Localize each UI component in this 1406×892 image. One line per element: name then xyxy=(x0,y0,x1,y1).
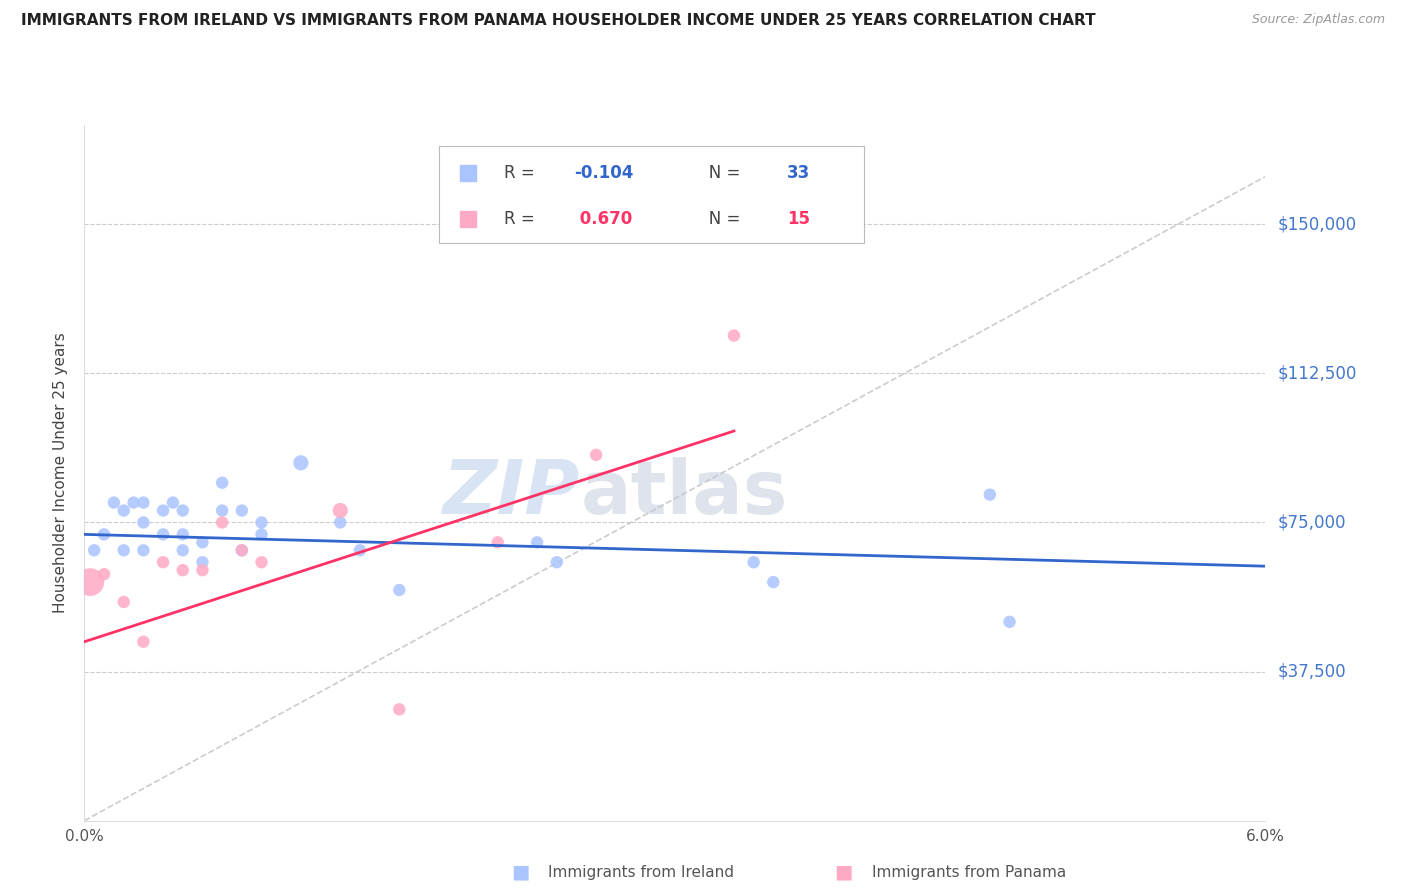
Point xyxy=(211,475,233,490)
Text: $37,500: $37,500 xyxy=(1277,663,1346,681)
Point xyxy=(526,535,548,549)
Point xyxy=(172,543,194,558)
Text: atlas: atlas xyxy=(581,457,787,530)
Text: ■: ■ xyxy=(834,863,853,882)
Point xyxy=(388,702,411,716)
Text: 0.670: 0.670 xyxy=(575,210,633,227)
Point xyxy=(231,543,253,558)
Point xyxy=(162,495,184,509)
Point xyxy=(132,634,155,648)
Point xyxy=(388,582,411,597)
Text: R =: R = xyxy=(503,164,540,182)
Text: 33: 33 xyxy=(787,164,810,182)
Text: Immigrants from Panama: Immigrants from Panama xyxy=(872,865,1066,880)
Text: ZIP: ZIP xyxy=(443,457,581,530)
Point xyxy=(132,543,155,558)
Point xyxy=(290,456,312,470)
Point xyxy=(172,527,194,541)
Text: N =: N = xyxy=(693,210,745,227)
Text: IMMIGRANTS FROM IRELAND VS IMMIGRANTS FROM PANAMA HOUSEHOLDER INCOME UNDER 25 YE: IMMIGRANTS FROM IRELAND VS IMMIGRANTS FR… xyxy=(21,13,1095,29)
Point xyxy=(998,615,1021,629)
Y-axis label: Householder Income Under 25 years: Householder Income Under 25 years xyxy=(53,333,69,613)
Point xyxy=(211,516,233,530)
Point xyxy=(152,503,174,517)
Point xyxy=(93,567,115,582)
Point xyxy=(172,563,194,577)
Point xyxy=(172,503,194,517)
Point xyxy=(349,543,371,558)
Point xyxy=(762,575,785,590)
Text: N =: N = xyxy=(693,164,745,182)
Text: Source: ZipAtlas.com: Source: ZipAtlas.com xyxy=(1251,13,1385,27)
Text: $150,000: $150,000 xyxy=(1277,215,1357,234)
Point xyxy=(211,503,233,517)
Point xyxy=(191,563,214,577)
Text: ■: ■ xyxy=(510,863,530,882)
Point xyxy=(585,448,607,462)
Point xyxy=(93,527,115,541)
Point xyxy=(231,503,253,517)
Point xyxy=(132,516,155,530)
Point xyxy=(329,516,352,530)
Point xyxy=(132,495,155,509)
Text: $112,500: $112,500 xyxy=(1277,364,1357,383)
Point xyxy=(103,495,125,509)
Point xyxy=(723,328,745,343)
Point xyxy=(250,555,273,569)
Text: $75,000: $75,000 xyxy=(1277,514,1346,532)
Point xyxy=(152,555,174,569)
Point xyxy=(112,543,135,558)
Point xyxy=(112,595,135,609)
Point xyxy=(250,527,273,541)
Point xyxy=(191,555,214,569)
Point xyxy=(546,555,568,569)
Point xyxy=(122,495,145,509)
Point xyxy=(250,516,273,530)
Point xyxy=(79,575,101,590)
FancyBboxPatch shape xyxy=(439,145,863,244)
Point xyxy=(83,543,105,558)
Point xyxy=(329,503,352,517)
Point xyxy=(742,555,765,569)
Text: 15: 15 xyxy=(787,210,810,227)
Point xyxy=(191,535,214,549)
Text: -0.104: -0.104 xyxy=(575,164,634,182)
Point xyxy=(152,527,174,541)
Text: R =: R = xyxy=(503,210,540,227)
Point xyxy=(112,503,135,517)
Text: Immigrants from Ireland: Immigrants from Ireland xyxy=(548,865,734,880)
Point xyxy=(979,488,1001,502)
Point xyxy=(231,543,253,558)
Point xyxy=(486,535,509,549)
